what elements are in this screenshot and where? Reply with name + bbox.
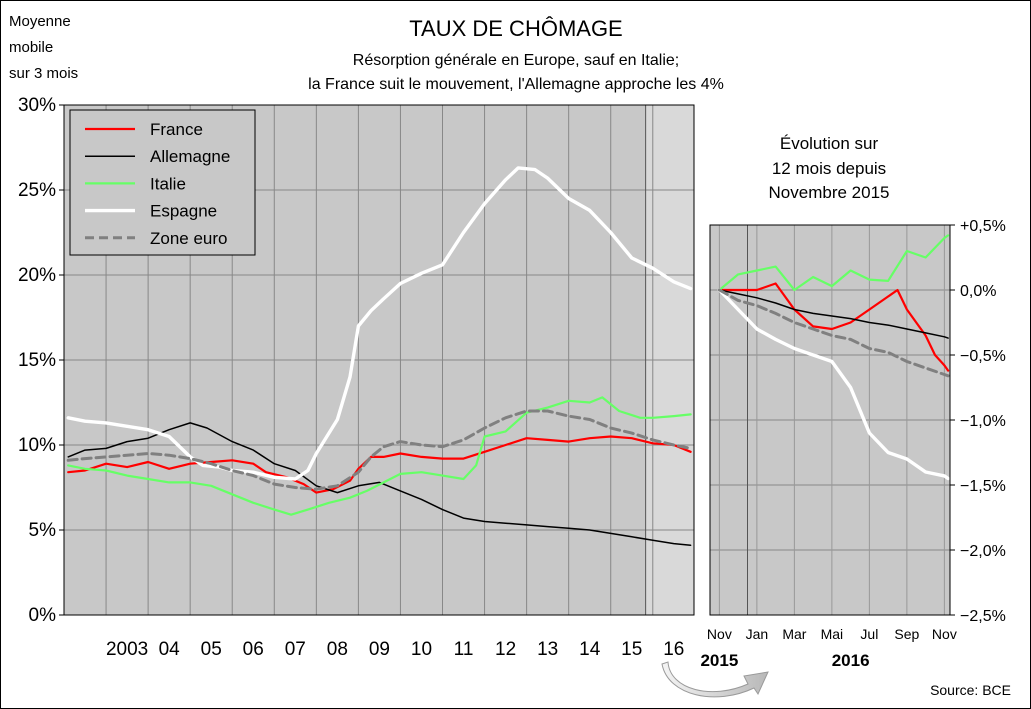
chart-title: TAUX DE CHÔMAGE	[409, 16, 623, 41]
main-series-allemagne	[67, 422, 692, 547]
curved-arrow-icon	[661, 661, 769, 698]
main-x-tick-label: 07	[285, 639, 306, 660]
inset-series-france	[718, 282, 950, 372]
chart-subtitle-line-1: Résorption générale en Europe, sauf en I…	[353, 52, 679, 69]
main-x-tick-label: 11	[454, 639, 474, 660]
main-series-italie	[67, 396, 692, 516]
inset-chart: Évolution sur 12 mois depuis Novembre 20…	[700, 134, 1005, 670]
main-x-tick-label: 14	[579, 639, 601, 660]
main-series-zone-euro	[66, 409, 693, 491]
main-y-axis: 30% 25% 20% 15% 10% 5% 0%	[18, 95, 64, 626]
inset-year-label: 2016	[832, 651, 870, 670]
inset-title-line-3: Novembre 2015	[769, 183, 890, 202]
main-x-tick-label: 09	[369, 639, 390, 660]
inset-title-line-2: 12 mois depuis	[772, 159, 886, 178]
legend: France Allemagne Italie Espagne Zone euro	[69, 109, 256, 256]
main-y-tick-label: 15%	[18, 350, 56, 371]
inset-series-group	[717, 234, 950, 481]
inset-series-zone-euro	[717, 288, 950, 378]
inset-y-tick-label: −2,0%	[960, 543, 1006, 560]
main-x-tick-label: 16	[663, 639, 684, 660]
inset-x-tick-label: Nov	[707, 626, 732, 642]
inset-y-tick-label: −1,5%	[960, 478, 1006, 495]
left-note-line-2: mobile	[9, 39, 53, 56]
inset-series-espagne	[717, 288, 950, 481]
inset-y-tick-label: 0,0%	[960, 283, 996, 300]
inset-y-tick-label: −0,5%	[960, 348, 1006, 365]
main-x-tick-label: 05	[201, 639, 222, 660]
inset-x-tick-label: Sep	[894, 626, 919, 642]
inset-x-tick-label: Mai	[821, 626, 844, 642]
inset-y-tick-label: +0,5%	[960, 218, 1006, 235]
legend-label-france: France	[150, 120, 203, 139]
legend-label-italie: Italie	[150, 174, 186, 193]
legend-items: France Allemagne Italie Espagne Zone euro	[85, 120, 230, 248]
chart-subtitle-line-2: la France suit le mouvement, l'Allemagne…	[308, 76, 724, 93]
inset-x-tick-label: Jan	[746, 626, 769, 642]
source-note: Source: BCE	[930, 682, 1011, 698]
inset-grid	[710, 224, 950, 616]
left-note-line-1: Moyenne	[9, 13, 71, 30]
main-x-tick-label: 08	[327, 639, 348, 660]
inset-x-tick-label: Mar	[782, 626, 806, 642]
main-y-tick-label: 30%	[18, 95, 56, 116]
main-y-tick-label: 20%	[18, 265, 56, 286]
legend-label-allemagne: Allemagne	[150, 147, 230, 166]
inset-series-italie	[718, 234, 950, 292]
inset-x-tick-label: Jul	[860, 626, 878, 642]
legend-label-espagne: Espagne	[150, 202, 217, 221]
inset-series-allemagne	[718, 289, 949, 339]
main-series-group	[66, 166, 693, 547]
main-y-tick-label: 5%	[29, 520, 57, 541]
inset-y-tick-label: −2,5%	[960, 608, 1006, 625]
main-chart: 30% 25% 20% 15% 10% 5% 0% 2003 04 05 06 07 08 09 10 11…	[18, 95, 695, 660]
main-x-tick-label: 2003	[106, 639, 148, 660]
main-x-axis: 2003 04 05 06 07 08 09 10 11 12 13 14 15 16	[106, 639, 684, 660]
main-y-tick-label: 25%	[18, 180, 56, 201]
inset-title-line-1: Évolution sur	[780, 134, 879, 153]
inset-x-tick-label: Nov	[932, 626, 957, 642]
inset-y-tick-label: −1,0%	[960, 413, 1006, 430]
main-series-espagne	[66, 166, 693, 481]
legend-label-zone-euro: Zone euro	[150, 229, 228, 248]
main-x-tick-label: 06	[243, 639, 264, 660]
main-x-tick-label: 13	[537, 639, 558, 660]
inset-year-label: 2015	[700, 651, 738, 670]
main-x-tick-label: 12	[495, 639, 516, 660]
main-x-tick-label: 10	[411, 639, 432, 660]
main-y-tick-label: 10%	[18, 435, 56, 456]
inset-x-axis: Nov Jan Mar Mai Jul Sep Nov 2015 2016	[700, 626, 956, 670]
inset-y-axis: +0,5% 0,0% −0,5% −1,0% −1,5% −2,0% −2,5%	[950, 218, 1006, 625]
main-y-tick-label: 0%	[29, 605, 57, 626]
left-note-line-3: sur 3 mois	[9, 65, 78, 82]
main-x-tick-label: 04	[159, 639, 181, 660]
main-x-tick-label: 15	[621, 639, 642, 660]
